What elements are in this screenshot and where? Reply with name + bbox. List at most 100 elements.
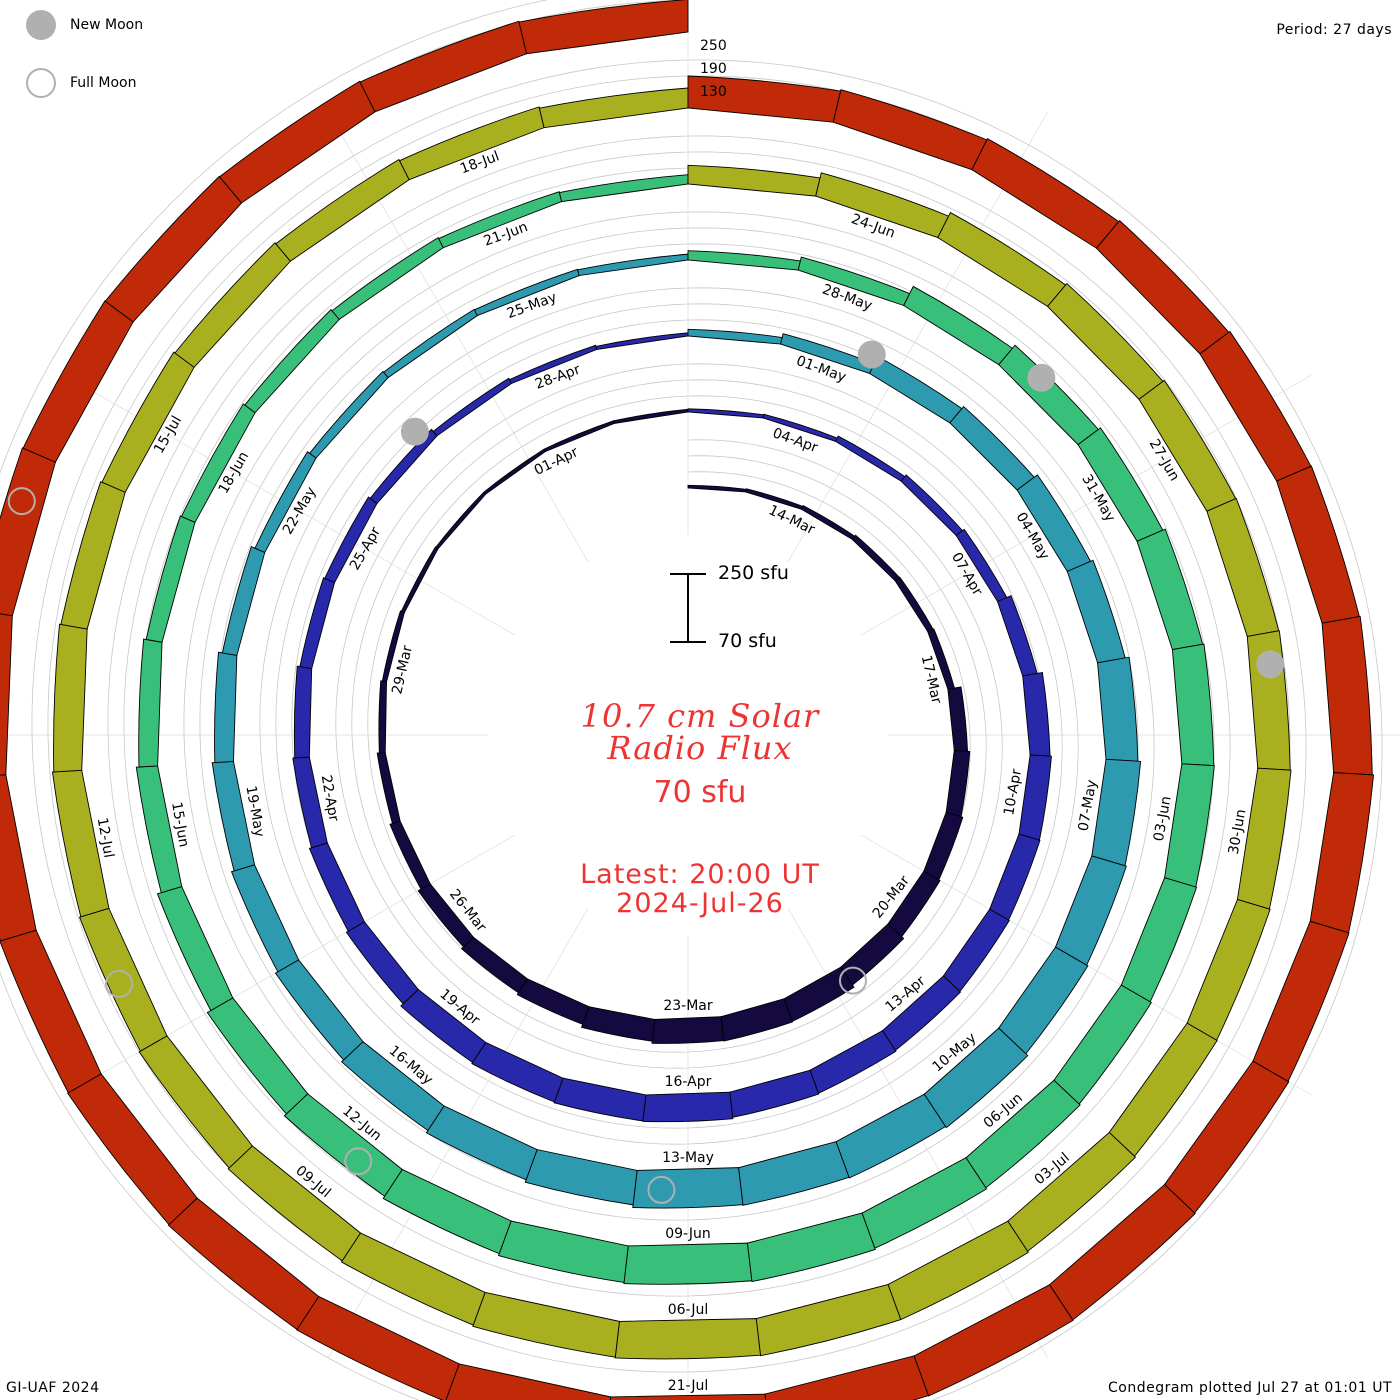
bar-r2-d23 bbox=[324, 496, 378, 584]
full-moon-marker bbox=[838, 966, 867, 995]
bar-r4-d26 bbox=[438, 191, 563, 249]
bar-r5-d17 bbox=[227, 1145, 362, 1262]
bar-r3-d11 bbox=[923, 1027, 1029, 1129]
bar-r3-d15 bbox=[524, 1149, 638, 1206]
full-moon-marker bbox=[647, 1175, 676, 1204]
bar-r1-d13 bbox=[720, 998, 794, 1042]
bar-r4-d4 bbox=[998, 344, 1100, 446]
bar-r1-d11 bbox=[840, 923, 905, 986]
legend-full-moon: Full Moon bbox=[26, 68, 136, 98]
bar-r1-d5 bbox=[894, 576, 934, 633]
bar-r2-d18 bbox=[345, 921, 419, 1005]
bar-r5-d9 bbox=[1186, 898, 1271, 1041]
footer-credit: GI-UAF 2024 bbox=[6, 1380, 100, 1396]
bar-r6-d24 bbox=[104, 175, 243, 323]
date-label: 03-Jun bbox=[1151, 795, 1175, 843]
bar-r1-d15 bbox=[581, 1006, 656, 1042]
bar-r2-d14 bbox=[642, 1091, 734, 1123]
bar-r5-d23 bbox=[101, 351, 195, 493]
date-label: 15-Jun bbox=[168, 801, 192, 849]
bar-r2-d1 bbox=[687, 408, 765, 419]
bar-r3-d3 bbox=[869, 356, 963, 424]
date-label: 13-May bbox=[662, 1150, 714, 1166]
rotation-3 bbox=[211, 253, 1142, 1209]
period-label: Period: 27 days bbox=[1276, 22, 1392, 38]
bar-r5-d20 bbox=[51, 769, 110, 918]
bar-r6-d3 bbox=[971, 138, 1120, 249]
date-label: 12-Jul bbox=[94, 816, 117, 859]
bar-r3-d16 bbox=[425, 1105, 538, 1181]
new-moon-marker bbox=[400, 417, 429, 446]
bar-r6-d16 bbox=[296, 1295, 460, 1400]
bar-r5-d3 bbox=[937, 211, 1067, 308]
date-label: 14-Mar bbox=[766, 502, 818, 538]
rotation-1 bbox=[376, 408, 971, 1044]
bar-r2-d3 bbox=[834, 435, 906, 482]
rotation-2 bbox=[292, 332, 1052, 1123]
bar-r5-d22 bbox=[60, 481, 126, 630]
bar-r4-d6 bbox=[1136, 528, 1204, 651]
chart-title: 10.7 cm Solar Radio Flux bbox=[0, 700, 1400, 764]
bar-r4-d15 bbox=[497, 1220, 629, 1283]
date-label: 21-Jul bbox=[668, 1378, 709, 1394]
bar-r6-d17 bbox=[167, 1197, 320, 1331]
bar-r5-d6 bbox=[1206, 497, 1280, 637]
bar-r4-d18 bbox=[206, 997, 309, 1115]
bar-r5-d14 bbox=[614, 1318, 761, 1360]
bar-r3-d19 bbox=[230, 864, 300, 973]
date-label: 06-Jul bbox=[668, 1302, 709, 1318]
bar-r1-d17 bbox=[460, 936, 529, 994]
reference-level-label: 130 bbox=[700, 84, 727, 100]
legend-new-moon: New Moon bbox=[26, 10, 143, 40]
new-moon-icon bbox=[26, 10, 56, 40]
bar-r3-d23 bbox=[254, 451, 317, 554]
bar-r1-d1 bbox=[687, 484, 747, 493]
bar-r5-d13 bbox=[755, 1283, 902, 1357]
bar-r3-d12 bbox=[835, 1093, 947, 1179]
new-moon-marker bbox=[857, 340, 886, 369]
bar-r5-d1 bbox=[687, 164, 821, 197]
bar-r4-d19 bbox=[156, 886, 234, 1012]
bar-r6-d9 bbox=[1252, 920, 1350, 1083]
bar-r6-d18 bbox=[66, 1073, 198, 1226]
bar-r1-d26 bbox=[543, 420, 615, 452]
bar-r2-d25 bbox=[432, 377, 513, 437]
bar-r4-d1 bbox=[687, 250, 801, 271]
bar-r2-d16 bbox=[471, 1041, 564, 1103]
bar-r6-d27 bbox=[518, 0, 689, 55]
scale-bottom-label: 70 sfu bbox=[718, 630, 777, 652]
bar-r3-d20 bbox=[211, 761, 256, 872]
bar-r1-d23 bbox=[400, 546, 439, 614]
bar-r3-d25 bbox=[383, 308, 478, 379]
date-label: 01-Apr bbox=[532, 444, 581, 479]
bar-r6-d26 bbox=[359, 20, 528, 113]
date-label: 30-Jun bbox=[1226, 808, 1250, 856]
date-label: 09-Jun bbox=[665, 1226, 711, 1242]
scale-top-label: 250 sfu bbox=[718, 562, 789, 584]
bar-r1-d27 bbox=[613, 408, 689, 424]
bar-r1-d22 bbox=[381, 610, 405, 683]
bar-r6-d5 bbox=[1199, 330, 1312, 482]
bar-r6-d19 bbox=[0, 929, 102, 1094]
bar-r4-d10 bbox=[1053, 984, 1152, 1105]
bar-r5-d25 bbox=[275, 158, 410, 262]
bar-r5-d19 bbox=[78, 907, 168, 1052]
bar-r1-d12 bbox=[783, 966, 855, 1023]
chart-title-line1: 10.7 cm Solar bbox=[580, 697, 820, 735]
reference-level-label: 190 bbox=[700, 61, 727, 77]
bar-r6-d25 bbox=[218, 80, 376, 204]
grid-spoke bbox=[861, 374, 1312, 636]
new-moon-marker bbox=[1256, 650, 1285, 679]
bar-r1-d24 bbox=[435, 491, 487, 550]
bar-r3-d6 bbox=[1066, 559, 1126, 664]
bar-r5-d21 bbox=[53, 623, 88, 773]
bar-r2-d15 bbox=[553, 1077, 647, 1122]
bar-r5-d16 bbox=[340, 1232, 486, 1326]
bar-r4-d27 bbox=[558, 174, 689, 203]
bar-r4-d24 bbox=[244, 308, 340, 414]
date-label: 23-Mar bbox=[663, 998, 713, 1014]
bar-r4-d21 bbox=[138, 638, 163, 768]
bar-r6-d12 bbox=[913, 1284, 1074, 1397]
bar-r2-d12 bbox=[809, 1030, 897, 1094]
